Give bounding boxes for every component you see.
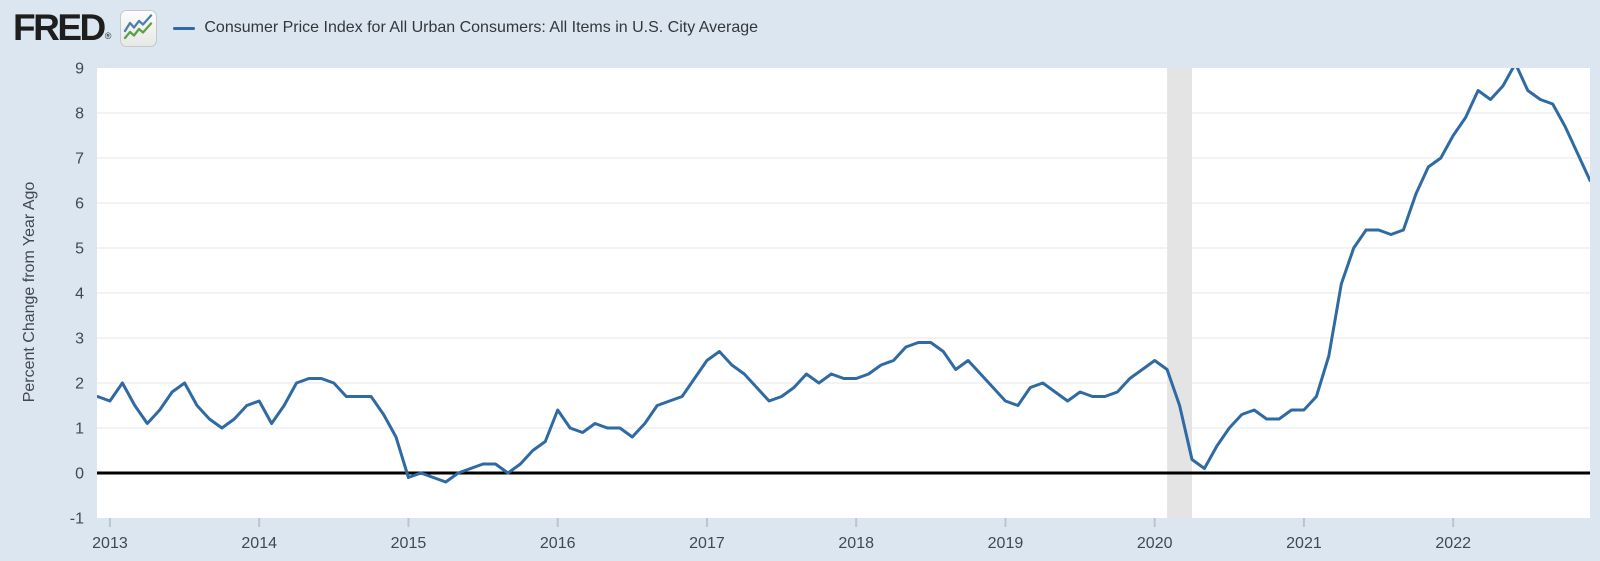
y-tick-label: -1 (70, 511, 84, 528)
y-tick-label: 7 (75, 151, 84, 168)
x-tick-label: 2013 (92, 535, 128, 552)
x-tick-label: 2017 (689, 535, 725, 552)
x-tick-label: 2022 (1435, 535, 1471, 552)
y-tick-label: 2 (75, 376, 84, 393)
y-tick-label: 1 (75, 421, 84, 438)
fred-logo[interactable]: FRED ® (13, 7, 112, 48)
y-tick-label: 6 (75, 196, 84, 213)
x-tick-label: 2014 (241, 535, 277, 552)
x-tick-label: 2015 (391, 535, 427, 552)
y-tick-label: 4 (75, 286, 84, 303)
legend-line-marker (173, 26, 196, 30)
x-tick-label: 2020 (1137, 535, 1173, 552)
y-axis-title: Percent Change from Year Ago (21, 181, 38, 403)
x-tick-label: 2016 (540, 535, 576, 552)
x-tick-label: 2019 (988, 535, 1024, 552)
registered-trademark: ® (104, 31, 112, 41)
y-tick-label: 3 (75, 331, 84, 348)
y-tick-label: 0 (75, 466, 84, 483)
fred-sparkline-icon (120, 9, 158, 47)
chart-header: FRED ® Consumer Price Index for All Urba… (0, 0, 1600, 56)
fred-logo-text: FRED (13, 7, 106, 48)
cpi-series-line (97, 68, 1590, 484)
y-tick-label: 5 (75, 241, 84, 258)
x-tick-label: 2021 (1286, 535, 1322, 552)
x-tick-label: 2018 (838, 535, 874, 552)
legend-series-label[interactable]: Consumer Price Index for All Urban Consu… (204, 19, 759, 36)
recession-band (1167, 68, 1192, 518)
y-tick-label: 9 (75, 61, 84, 78)
y-tick-label: 8 (75, 106, 84, 123)
